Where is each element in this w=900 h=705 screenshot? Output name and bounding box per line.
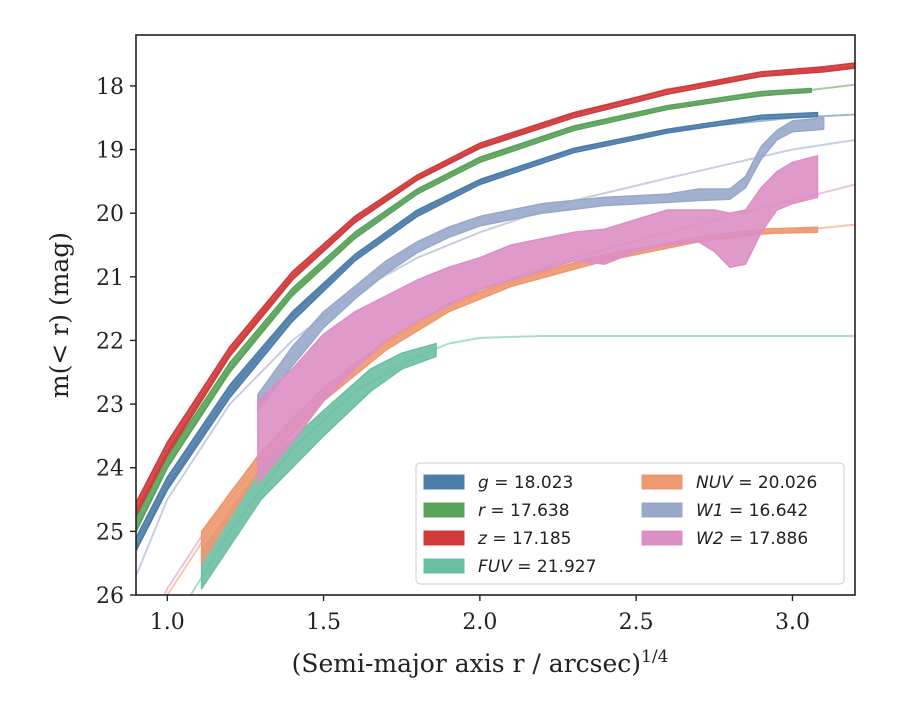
model-curve [136,139,855,577]
legend-swatch [641,530,683,546]
legend-swatch [423,474,465,490]
x-tick-label: 3.0 [775,610,810,635]
legend-swatch [641,502,683,518]
y-tick-label: 26 [96,584,124,609]
legend: g = 18.023 r = 17.638 z = 17.185 FUV = 21.9… [415,462,845,585]
data-band [257,155,819,485]
data-band [136,111,819,552]
legend-swatch [423,558,465,574]
x-tick-label: 1.0 [150,610,185,635]
legend-label: r = 17.638 [478,501,570,521]
data-bands-group [136,62,855,590]
legend-label: z = 17.185 [477,529,571,549]
y-tick-label: 21 [96,266,124,291]
x-axis-ticks: 1.0 1.5 2.0 2.5 3.0 [150,595,810,635]
y-axis-ticks: 18 19 20 21 22 23 24 25 26 [96,75,136,609]
x-tick-label: 1.5 [306,610,341,635]
y-tick-label: 22 [96,329,124,354]
legend-swatch [423,502,465,518]
legend-label: NUV = 20.026 [696,473,817,493]
y-tick-label: 24 [96,457,124,482]
legend-label: FUV = 21.927 [478,557,596,577]
x-tick-label: 2.5 [619,610,654,635]
y-tick-label: 19 [96,139,124,164]
data-band [200,342,437,590]
plot-frame [135,34,856,596]
y-tick-label: 23 [96,393,124,418]
y-tick-label: 20 [96,202,124,227]
legend-label: W2 = 17.886 [696,529,808,549]
data-band [257,116,825,412]
legend-label: W1 = 16.642 [696,501,808,521]
legend-swatch [423,530,465,546]
y-tick-label: 25 [96,520,124,545]
x-axis-label: (Semi-major axis r / arcsec)1/4 [292,647,669,678]
data-band [136,87,812,533]
legend-label: g = 18.023 [478,473,573,493]
legend-swatch [641,474,683,490]
legend-box [415,462,845,585]
y-axis-label: m(< r) (mag) [45,232,74,398]
x-tick-label: 2.0 [462,610,497,635]
data-band [136,62,855,517]
y-tick-label: 18 [96,75,124,100]
